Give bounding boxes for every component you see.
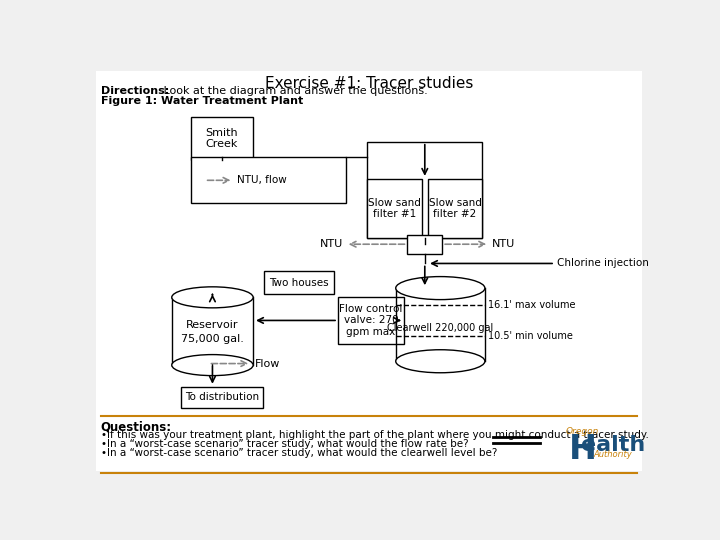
Text: •In a “worst-case scenario” tracer study, what would the clearwell level be?: •In a “worst-case scenario” tracer study… xyxy=(101,448,498,458)
Text: Two houses: Two houses xyxy=(269,278,329,288)
Text: NTU: NTU xyxy=(492,239,515,249)
Ellipse shape xyxy=(172,287,253,308)
Text: NTU, flow: NTU, flow xyxy=(238,176,287,185)
Bar xyxy=(172,298,253,365)
Ellipse shape xyxy=(172,355,253,376)
Text: 10.5' min volume: 10.5' min volume xyxy=(488,331,573,341)
Text: Figure 1: Water Treatment Plant: Figure 1: Water Treatment Plant xyxy=(101,96,303,106)
Text: •If this was your treatment plant, highlight the part of the plant where you mig: •If this was your treatment plant, highl… xyxy=(101,430,649,440)
Ellipse shape xyxy=(396,350,485,373)
Text: Reservoir: Reservoir xyxy=(186,320,239,330)
Text: •In a “worst-case scenario” tracer study, what would the flow rate be?: •In a “worst-case scenario” tracer study… xyxy=(101,439,469,449)
Bar xyxy=(191,117,253,159)
Text: Chlorine injection: Chlorine injection xyxy=(557,259,649,268)
Text: Oregon: Oregon xyxy=(565,427,599,436)
Text: Slow sand
filter #2: Slow sand filter #2 xyxy=(428,198,482,219)
Text: Slow sand
filter #1: Slow sand filter #1 xyxy=(368,198,421,219)
Bar xyxy=(367,179,422,238)
Bar xyxy=(264,271,334,294)
Text: Flow control
valve: 270
gpm max: Flow control valve: 270 gpm max xyxy=(339,304,402,337)
Ellipse shape xyxy=(396,276,485,300)
Bar xyxy=(428,179,482,238)
Bar xyxy=(338,298,404,343)
Bar xyxy=(396,288,485,361)
Text: 75,000 gal.: 75,000 gal. xyxy=(181,334,244,344)
Text: Directions:: Directions: xyxy=(101,86,169,96)
Bar xyxy=(191,157,346,204)
Text: Flow: Flow xyxy=(255,359,281,369)
Text: H: H xyxy=(569,433,597,466)
Text: Clearwell 220,000 gal: Clearwell 220,000 gal xyxy=(387,323,493,333)
Text: Questions:: Questions: xyxy=(101,421,172,434)
Bar xyxy=(408,234,442,254)
Text: Exercise #1: Tracer studies: Exercise #1: Tracer studies xyxy=(265,76,473,91)
Bar xyxy=(367,142,482,238)
Text: Look at the diagram and answer the questions.: Look at the diagram and answer the quest… xyxy=(160,86,428,96)
Text: Smith
Creek: Smith Creek xyxy=(205,127,238,149)
Text: 16.1' max volume: 16.1' max volume xyxy=(488,300,575,310)
Bar xyxy=(181,387,263,408)
Text: NTU: NTU xyxy=(320,239,343,249)
Text: To distribution: To distribution xyxy=(185,393,259,402)
Text: ealth: ealth xyxy=(581,435,646,455)
Text: Authority: Authority xyxy=(594,450,632,459)
